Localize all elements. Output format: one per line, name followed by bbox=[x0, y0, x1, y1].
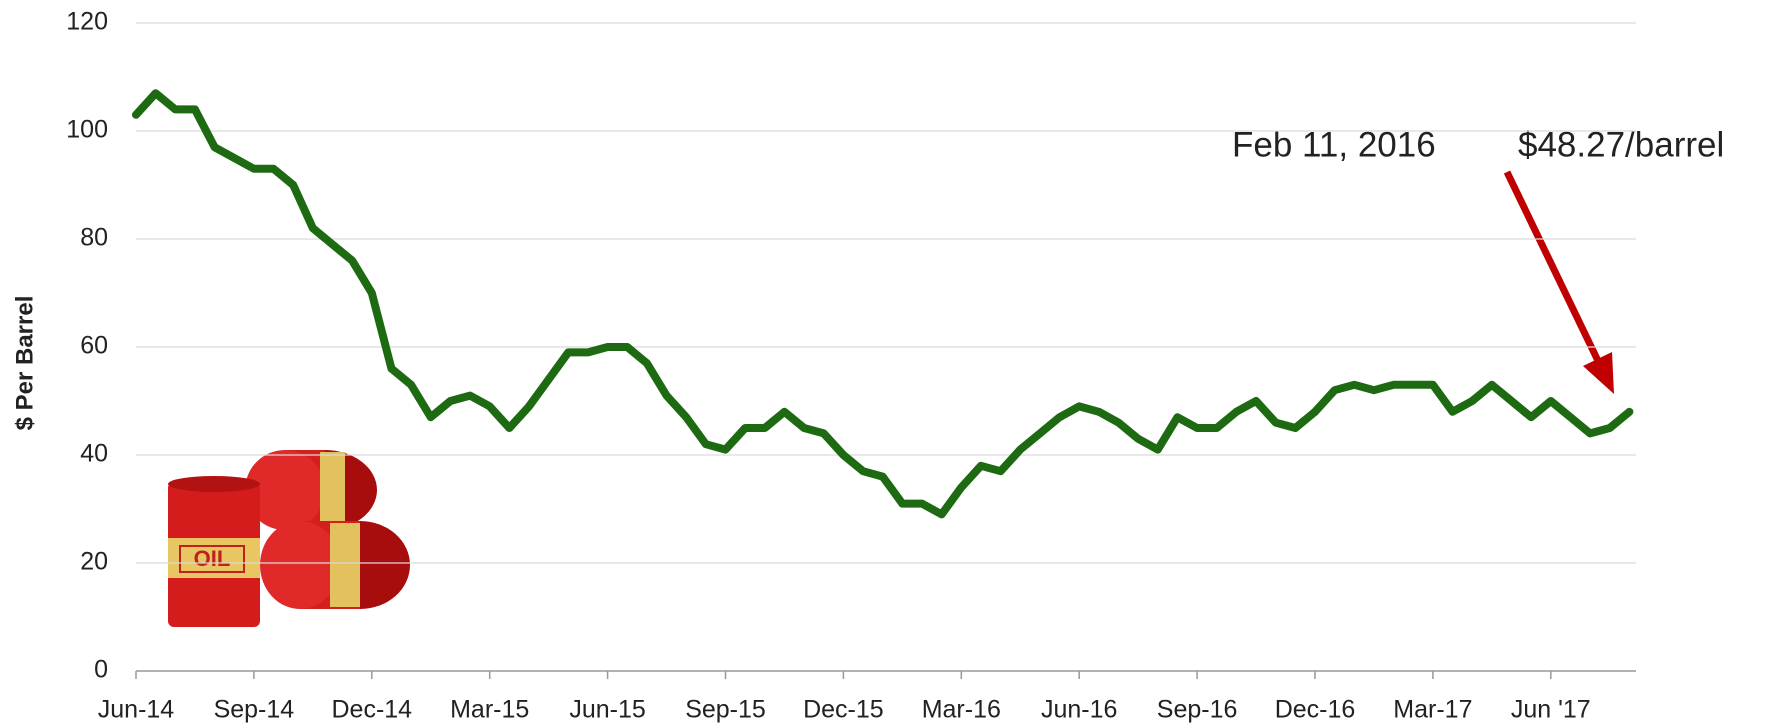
x-tick-label: Sep-16 bbox=[1157, 696, 1238, 724]
x-tick-label: Sep-15 bbox=[685, 696, 766, 724]
annotation-price: $48.27/barrel bbox=[1518, 125, 1724, 164]
x-tick-label: Jun-15 bbox=[569, 696, 645, 724]
y-tick-label: 20 bbox=[80, 548, 108, 576]
x-tick-label: Jun '17 bbox=[1511, 696, 1591, 724]
oil-barrels: OIL bbox=[140, 420, 430, 650]
annotation-date: Feb 11, 2016 bbox=[1232, 125, 1436, 164]
y-tick-label: 60 bbox=[80, 332, 108, 360]
svg-text:OIL: OIL bbox=[194, 546, 231, 571]
annotation-arrowhead bbox=[1583, 352, 1614, 394]
price-line bbox=[132, 89, 1634, 519]
y-axis-label: $ Per Barrel bbox=[11, 296, 38, 431]
y-tick-label: 100 bbox=[66, 116, 108, 144]
x-tick-label: Mar-16 bbox=[922, 696, 1001, 724]
x-tick-label: Mar-15 bbox=[450, 696, 529, 724]
y-tick-label: 120 bbox=[66, 8, 108, 36]
x-tick-label: Sep-14 bbox=[214, 696, 295, 724]
x-tick-label: Mar-17 bbox=[1393, 696, 1472, 724]
x-tick-label: Jun-16 bbox=[1041, 696, 1117, 724]
y-tick-label: 40 bbox=[80, 440, 108, 468]
x-tick-label: Dec-15 bbox=[803, 696, 884, 724]
x-tick-label: Jun-14 bbox=[98, 696, 175, 724]
y-tick-label: 0 bbox=[94, 656, 108, 684]
y-tick-label: 80 bbox=[80, 224, 108, 252]
x-tick-label: Dec-16 bbox=[1275, 696, 1356, 724]
annotation-arrow bbox=[1503, 170, 1604, 367]
x-tick-label: Dec-14 bbox=[332, 696, 413, 724]
